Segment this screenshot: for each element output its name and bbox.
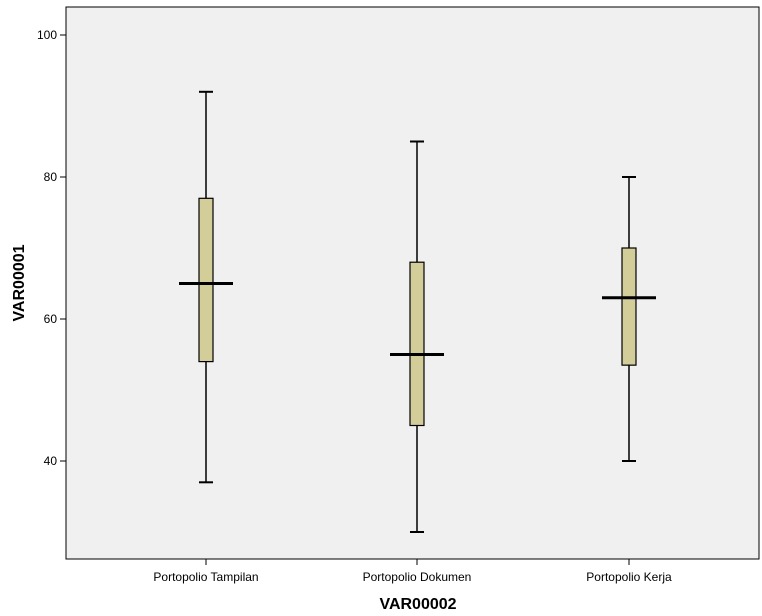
box-1	[390, 140, 444, 533]
x-tick-label-1: Portopolio Dokumen	[363, 570, 472, 584]
iqr-box	[621, 247, 637, 366]
x-axis-title: VAR00002	[379, 596, 456, 613]
box-0	[179, 90, 233, 484]
x-tick-label-0: Portopolio Tampilan	[153, 570, 258, 584]
box-2	[602, 176, 656, 462]
y-axis: 40 60 80 100	[37, 28, 66, 468]
boxes-group	[179, 90, 656, 533]
x-tick-label-2: Portopolio Kerja	[586, 570, 672, 584]
y-tick-label-80: 80	[44, 170, 58, 184]
y-tick-label-100: 100	[37, 28, 57, 42]
y-tick-label-60: 60	[44, 312, 58, 326]
iqr-box	[409, 261, 425, 427]
y-tick-label-40: 40	[44, 454, 58, 468]
x-axis: Portopolio Tampilan Portopolio Dokumen Por…	[153, 559, 672, 584]
iqr-box	[198, 197, 214, 363]
y-axis-title: VAR00001	[11, 244, 28, 321]
